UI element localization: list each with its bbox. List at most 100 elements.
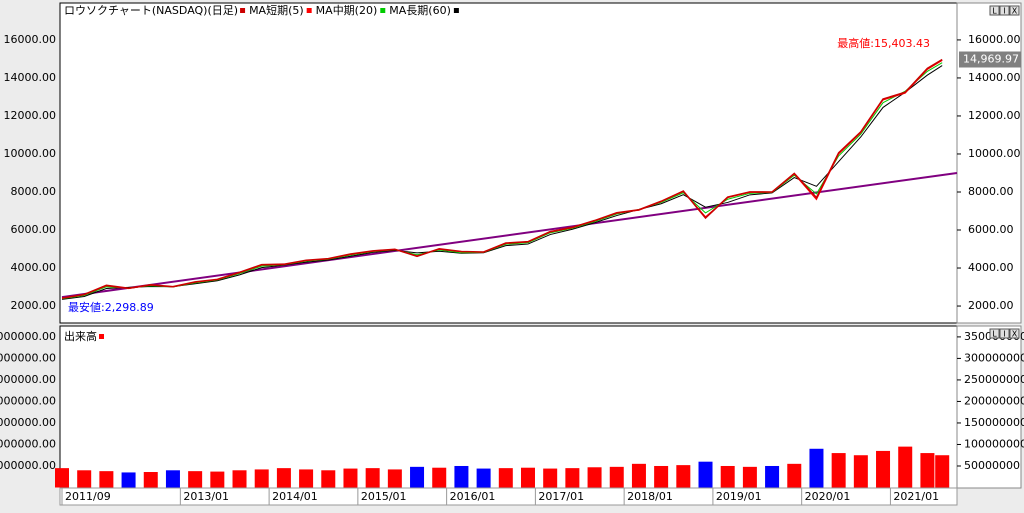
volume-tick-label-left: 200000000.00: [0, 394, 56, 407]
legend-swatch: [240, 8, 246, 13]
volume-bar: [454, 465, 469, 488]
volume-bar: [853, 455, 868, 488]
volume-panel: [59, 325, 958, 489]
legend-label: MA短期(5): [249, 3, 304, 17]
x-tick-label: 2021/01: [893, 490, 939, 503]
volume-bar: [898, 446, 913, 488]
y-tick-label: 10000.00: [968, 147, 1021, 160]
panel-button-label[interactable]: L: [992, 7, 997, 16]
volume-bar: [587, 467, 602, 488]
volume-bar: [720, 465, 735, 488]
y-tick-label-left: 16000.00: [4, 33, 57, 46]
volume-bar: [232, 470, 247, 488]
x-tick-label: 2018/01: [627, 490, 673, 503]
volume-tick-label: 50000000: [964, 459, 1020, 472]
volume-tick-label-left: 300000000.00: [0, 351, 56, 364]
panel-button-label[interactable]: I: [1003, 7, 1005, 16]
volume-bar: [365, 468, 380, 488]
y-tick-label: 4000.00: [968, 261, 1014, 274]
y-tick-label-left: 8000.00: [11, 185, 57, 198]
volume-tick-label-left: 250000000.00: [0, 373, 56, 386]
price-line: [61, 58, 943, 299]
date-strip: [59, 487, 958, 506]
panel-button-label[interactable]: X: [1012, 7, 1018, 16]
volume-bar: [55, 468, 69, 488]
last-price-box: [959, 51, 1021, 68]
last-price-label: 14,969.97: [963, 53, 1019, 66]
volume-bar: [143, 472, 158, 488]
volume-bar: [565, 468, 580, 488]
panel-button-label[interactable]: L: [992, 330, 997, 339]
y-tick-label: 12000.00: [968, 109, 1021, 122]
volume-tick-label: 200000000: [964, 394, 1024, 407]
volume-bar: [321, 470, 336, 488]
panel-button-label[interactable]: I: [1003, 330, 1005, 339]
x-tick-label: 2020/01: [805, 490, 851, 503]
y-tick-label: 6000.00: [968, 223, 1014, 236]
volume-bar: [165, 470, 180, 488]
volume-bar: [742, 466, 757, 488]
y-tick-label-left: 14000.00: [4, 71, 57, 84]
y-tick-label: 16000.00: [968, 33, 1021, 46]
volume-bar: [920, 453, 935, 488]
y-tick-label-left: 4000.00: [11, 261, 57, 274]
panel-button[interactable]: [999, 5, 1010, 16]
y-tick-label-left: 2000.00: [11, 299, 57, 312]
volume-bar: [99, 471, 114, 488]
volume-bar: [876, 450, 891, 488]
volume-tick-label-left: 350000000.00: [0, 330, 56, 343]
volume-bar: [787, 463, 802, 488]
volume-bar: [543, 468, 558, 488]
y-tick-label: 2000.00: [968, 299, 1014, 312]
panel-button[interactable]: [989, 328, 1000, 339]
panel-button[interactable]: [989, 5, 1000, 16]
price-axis-panel: [956, 2, 1022, 324]
volume-bar: [765, 465, 780, 488]
y-tick-label: 8000.00: [968, 185, 1014, 198]
volume-bar: [676, 465, 691, 488]
volume-tick-label: 150000000: [964, 416, 1024, 429]
volume-bar: [476, 468, 491, 488]
volume-bar: [654, 465, 669, 488]
panel-button[interactable]: [1009, 5, 1020, 16]
trend-line: [61, 171, 958, 299]
volume-tick-label: 250000000: [964, 373, 1024, 386]
y-tick-label: 14000.00: [968, 71, 1021, 84]
volume-tick-label-left: 100000000.00: [0, 437, 56, 450]
legend-label: MA中期(20): [316, 4, 378, 17]
y-tick-label-left: 10000.00: [4, 147, 57, 160]
volume-bar: [520, 467, 535, 488]
volume-tick-label: 300000000: [964, 351, 1024, 364]
panel-button[interactable]: [999, 328, 1010, 339]
x-tick-label: 2017/01: [538, 490, 584, 503]
x-tick-label: 2019/01: [716, 490, 762, 503]
legend-swatch: [306, 8, 312, 13]
panel-button-label[interactable]: X: [1012, 330, 1018, 339]
volume-bar: [698, 461, 713, 488]
y-tick-label-left: 6000.00: [11, 223, 57, 236]
low-annotation: 最安値:2,298.89: [68, 300, 154, 314]
volume-axis-panel: [956, 325, 1022, 489]
x-tick-label: 2013/01: [183, 490, 229, 503]
legend-swatch: [99, 334, 104, 339]
volume-tick-label-left: 150000000.00: [0, 416, 56, 429]
x-tick-label: 2011/09: [65, 490, 111, 503]
price-panel: [59, 2, 958, 324]
x-tick-label: 2015/01: [361, 490, 407, 503]
volume-bar: [410, 466, 425, 488]
panel-button[interactable]: [1009, 328, 1020, 339]
x-tick-label: 2016/01: [450, 490, 496, 503]
volume-bar: [498, 468, 513, 488]
legend-label: MA長期(60): [389, 4, 451, 17]
volume-bar: [121, 472, 136, 488]
volume-bar: [299, 469, 314, 488]
volume-bar: [188, 471, 203, 488]
volume-bar: [831, 453, 846, 488]
volume-bar: [432, 467, 447, 488]
legend-swatch: [380, 8, 386, 13]
volume-bar: [387, 469, 402, 488]
volume-tick-label-left: 50000000.00: [0, 459, 56, 472]
volume-bar: [343, 468, 358, 488]
volume-bar: [809, 448, 824, 488]
high-annotation: 最高値:15,403.43: [837, 36, 930, 50]
